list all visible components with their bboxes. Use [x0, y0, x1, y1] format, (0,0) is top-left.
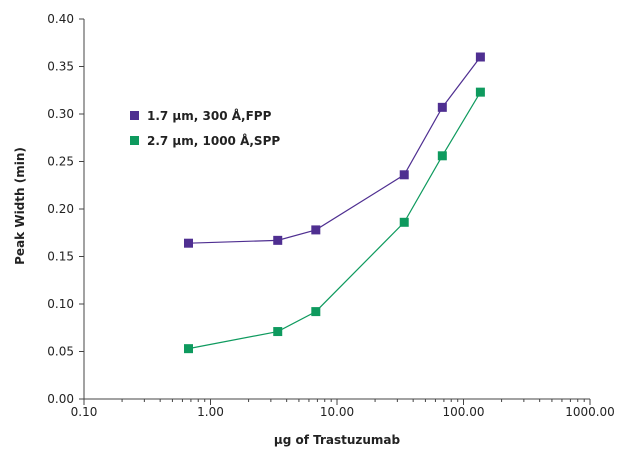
x-axis-title: µg of Trastuzumab: [274, 433, 401, 447]
tick-labels: 0.00 0.05 0.10 0.15 0.20 0.25 0.30 0.35 0.40 0.10…: [47, 12, 615, 419]
legend-swatch: [130, 136, 139, 145]
legend-swatch: [130, 111, 139, 120]
y-tick-label: 0.40: [47, 12, 74, 26]
series-2: [183, 87, 485, 354]
data-point: [273, 235, 283, 245]
y-tick-label: 0.35: [47, 60, 74, 74]
data-point: [475, 87, 485, 97]
y-tick-label: 0.30: [47, 107, 74, 121]
y-tick-label: 0.20: [47, 202, 74, 216]
axes: [79, 18, 591, 405]
data-point: [475, 52, 485, 62]
data-point: [311, 225, 321, 235]
y-axis-title: Peak Width (min): [13, 147, 27, 265]
x-tick-label: 100.00: [443, 405, 485, 419]
series-1: [183, 52, 485, 248]
series-line: [188, 91, 481, 350]
y-tick-label: 0.00: [47, 392, 74, 406]
legend: 1.7 µm, 300 Å,FPP 2.7 µm, 1000 Å,SPP: [130, 108, 280, 148]
legend-label: 1.7 µm, 300 Å,FPP: [147, 108, 272, 123]
x-tick-label: 1000.00: [565, 405, 615, 419]
y-tick-label: 0.25: [47, 155, 74, 169]
legend-label: 2.7 µm, 1000 Å,SPP: [147, 133, 280, 148]
data-point: [399, 217, 409, 227]
data-point: [437, 102, 447, 112]
data-point: [183, 344, 193, 354]
series-line: [188, 56, 481, 244]
x-tick-label: 1.00: [197, 405, 224, 419]
x-tick-label: 0.10: [71, 405, 98, 419]
data-point: [399, 170, 409, 180]
y-tick-label: 0.15: [47, 250, 74, 264]
y-tick-label: 0.05: [47, 345, 74, 359]
x-tick-label: 10.00: [320, 405, 354, 419]
series-layer: [183, 52, 485, 354]
y-tick-label: 0.10: [47, 297, 74, 311]
data-point: [183, 238, 193, 248]
data-point: [273, 327, 283, 337]
data-point: [437, 151, 447, 161]
data-point: [311, 307, 321, 317]
